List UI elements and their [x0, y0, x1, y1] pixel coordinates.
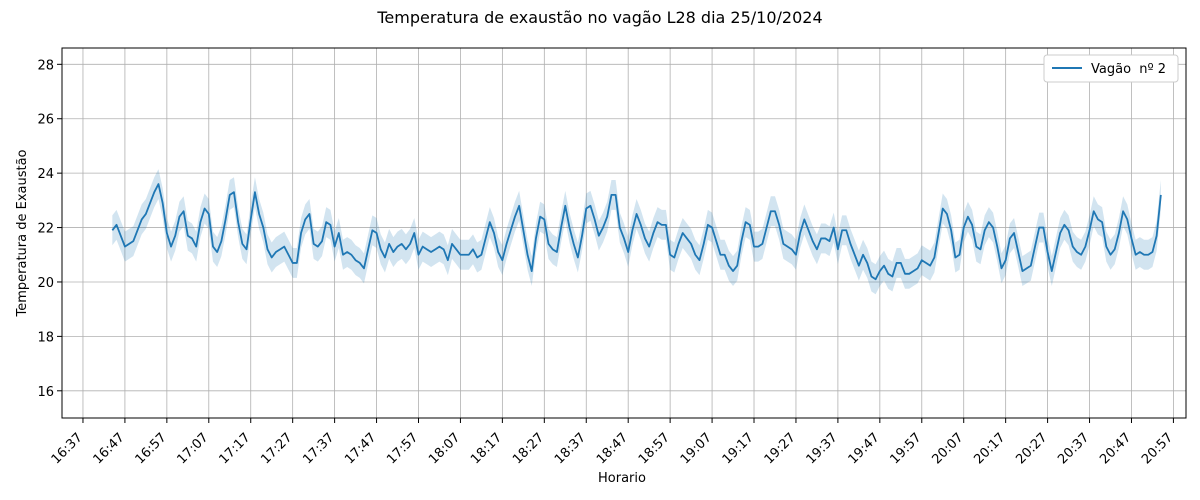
y-tick-label: 24	[37, 167, 54, 182]
y-axis-label: Temperatura de Exaustão	[15, 149, 30, 317]
y-tick-label: 16	[37, 385, 54, 400]
x-axis-label: Horario	[598, 471, 646, 486]
y-tick-label: 28	[37, 58, 54, 73]
chart-title: Temperatura de exaustão no vagão L28 dia…	[376, 8, 822, 27]
legend-label: Vagão nº 2	[1091, 62, 1166, 77]
plot-frame	[61, 47, 1187, 419]
series-line-layer	[111, 183, 1162, 281]
series-line	[111, 183, 1162, 281]
y-tick-label: 26	[37, 113, 54, 128]
y-tick-label: 20	[37, 276, 54, 291]
legend-box	[1043, 54, 1179, 83]
y-tick-label: 18	[37, 330, 54, 345]
legend: Vagão nº 2	[1043, 54, 1179, 83]
y-tick-label: 22	[37, 222, 54, 237]
